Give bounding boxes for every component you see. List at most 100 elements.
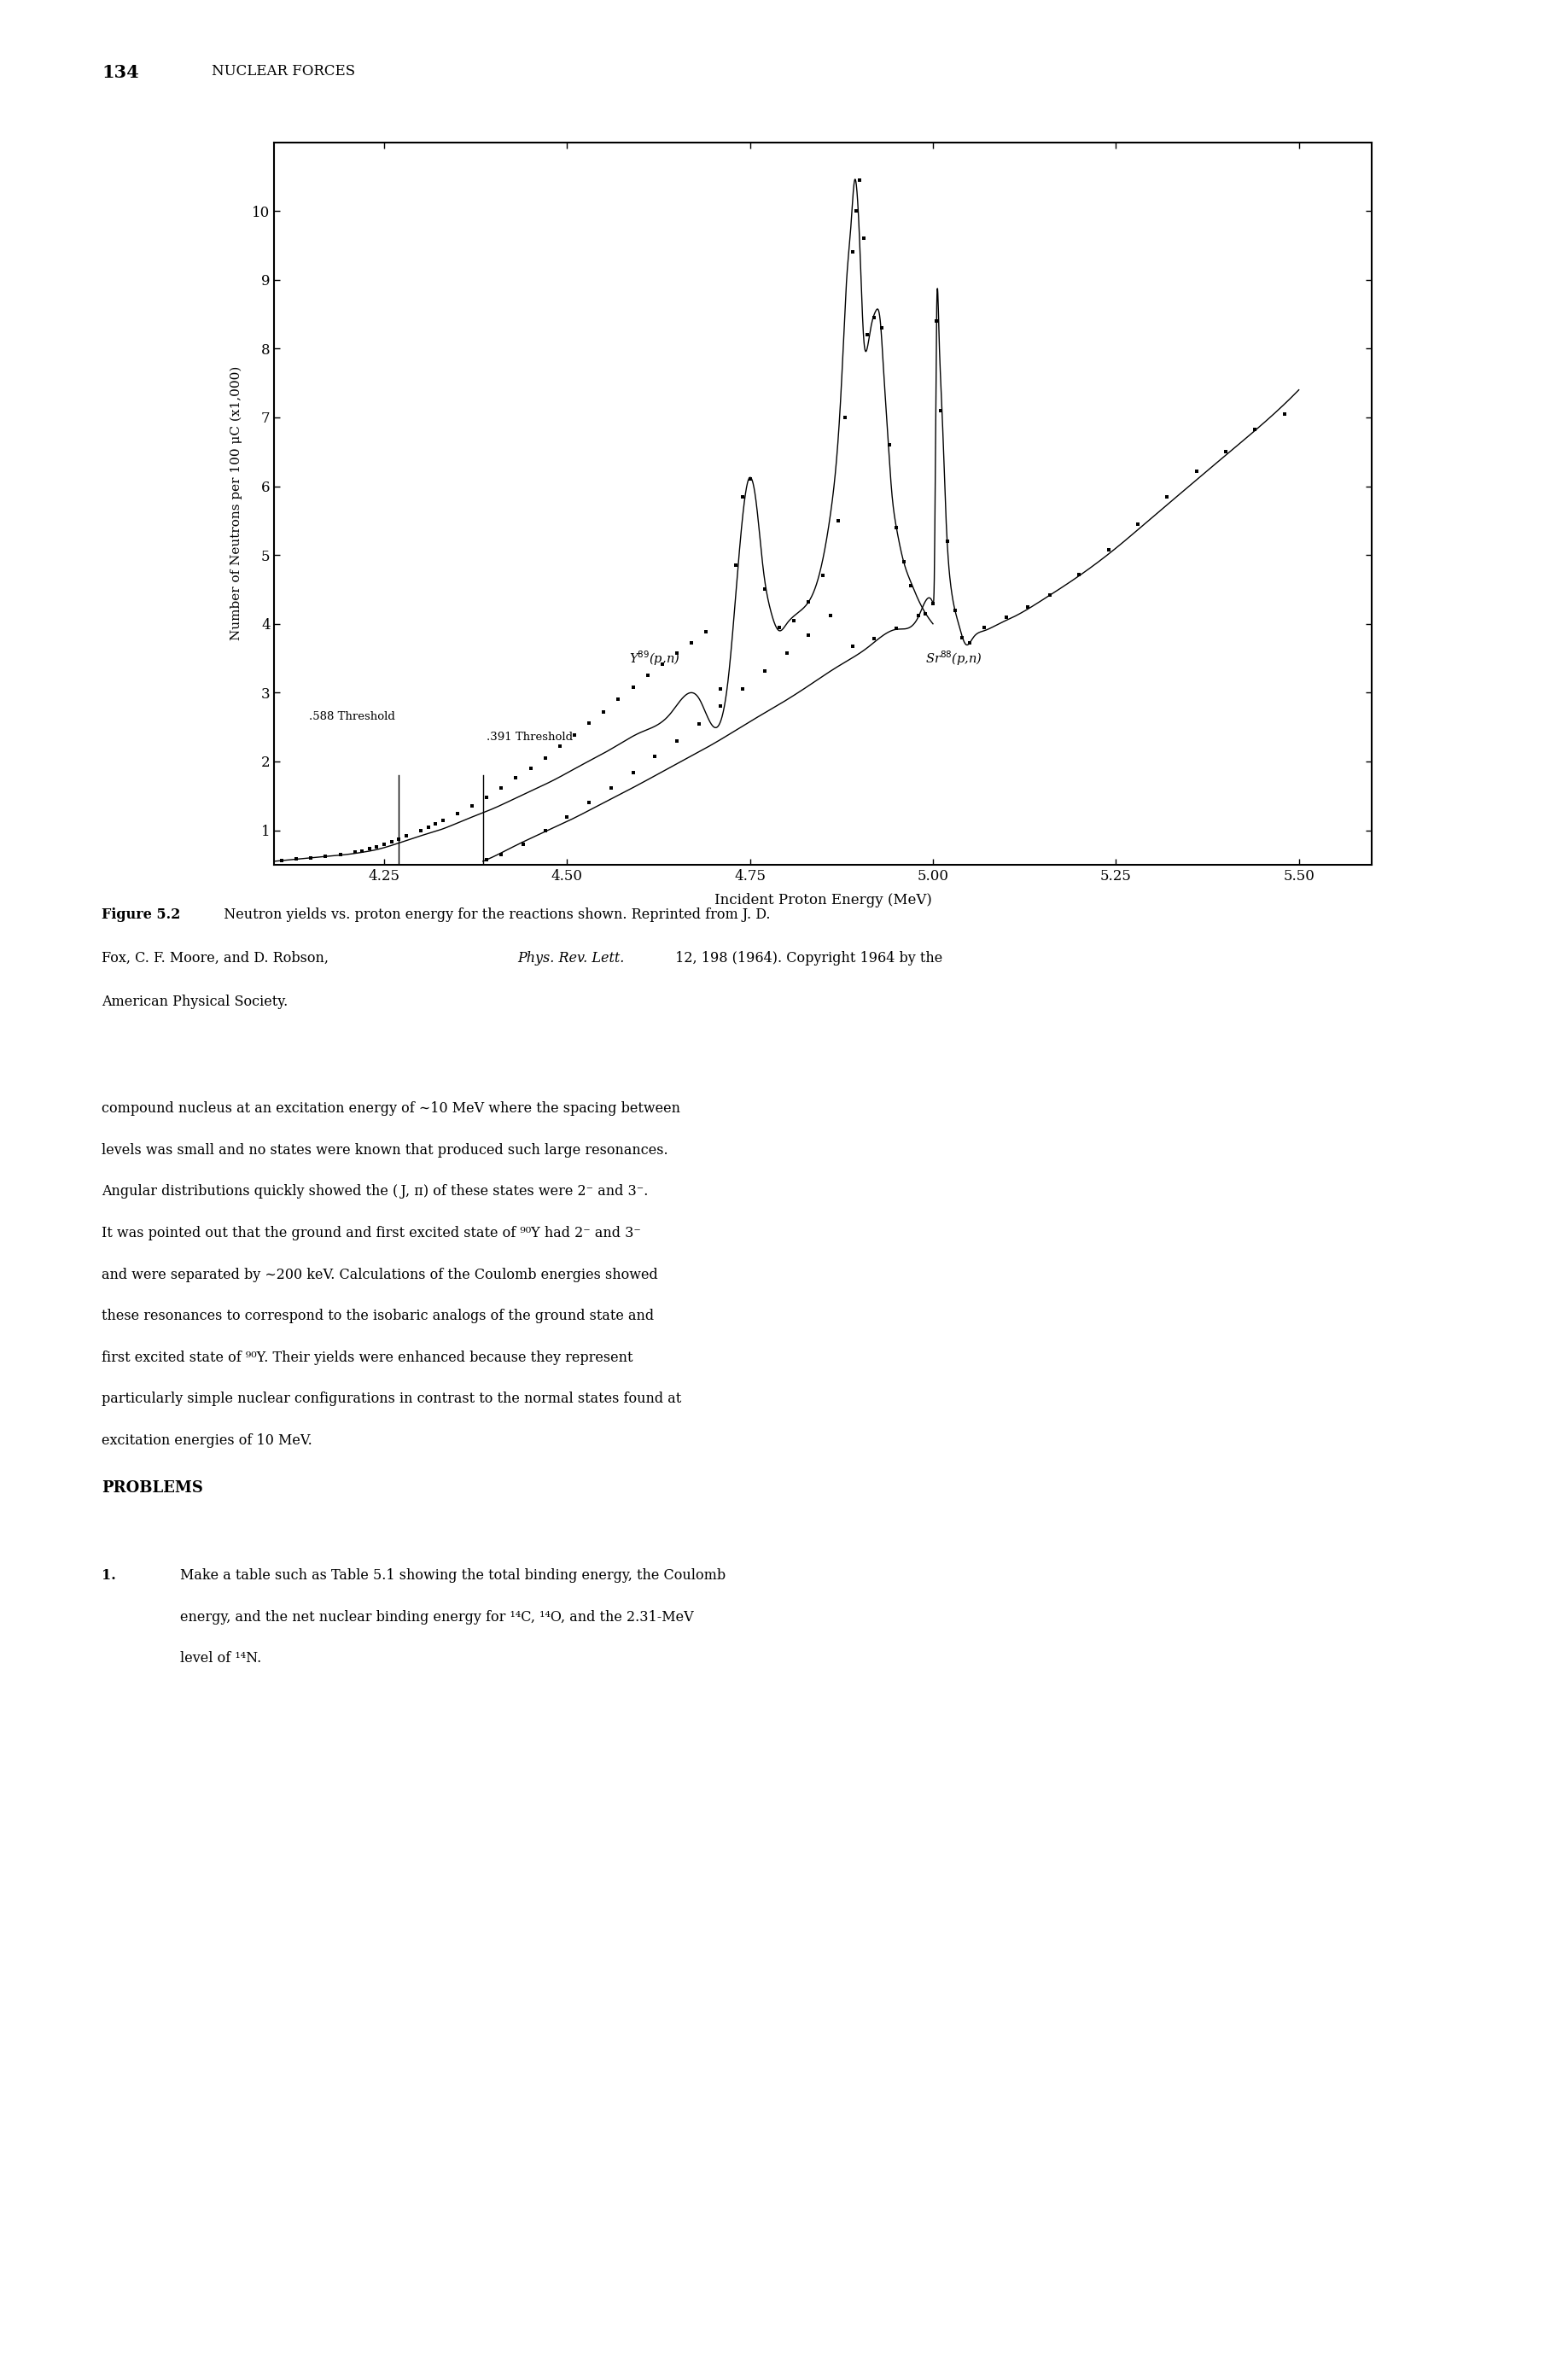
Text: level of ¹⁴N.: level of ¹⁴N. (180, 1651, 262, 1665)
Text: Figure 5.2: Figure 5.2 (102, 907, 180, 922)
Point (731, 670, 756, 708)
Point (489, 836, 514, 874)
Text: and were separated by ∼200 keV. Calculations of the Coulomb energies showed: and were separated by ∼200 keV. Calculat… (102, 1267, 659, 1282)
Text: these resonances to correspond to the isobaric analogs of the ground state and: these resonances to correspond to the is… (102, 1308, 654, 1324)
Point (561, 715, 586, 753)
X-axis label: Incident Proton Energy (MeV): Incident Proton Energy (MeV) (715, 893, 931, 907)
Point (862, 298, 887, 336)
Text: It was pointed out that the ground and first excited state of ⁹⁰Y had 2⁻ and 3⁻: It was pointed out that the ground and f… (102, 1227, 641, 1241)
Point (687, 706, 712, 744)
Point (605, 680, 630, 718)
Text: 1.: 1. (102, 1568, 116, 1582)
Point (775, 635, 800, 673)
Point (314, 839, 339, 877)
Point (840, 232, 866, 270)
Text: PROBLEMS: PROBLEMS (102, 1481, 204, 1495)
Point (1272, 396, 1297, 434)
Text: NUCLEAR FORCES: NUCLEAR FORCES (212, 64, 356, 78)
Point (906, 597, 931, 635)
Point (723, 547, 748, 585)
Point (851, 220, 877, 258)
Point (577, 784, 602, 822)
Point (517, 749, 543, 787)
Text: 134: 134 (102, 64, 140, 81)
Text: 12, 198 (1964). Copyright 1964 by the: 12, 198 (1964). Copyright 1964 by the (671, 950, 942, 967)
Point (1242, 410, 1267, 448)
Point (928, 391, 953, 429)
Point (511, 824, 536, 862)
Point (1214, 434, 1239, 471)
Text: energy, and the net nuclear binding energy for ¹⁴C, ¹⁴O, and the 2.31-MeV: energy, and the net nuclear binding ener… (180, 1611, 695, 1625)
Point (621, 668, 646, 706)
Point (920, 585, 946, 623)
Point (386, 820, 411, 858)
Point (847, 161, 872, 199)
Point (1016, 588, 1041, 625)
Point (547, 727, 572, 765)
Point (950, 618, 975, 656)
Point (379, 822, 405, 860)
Point (737, 460, 762, 497)
Point (884, 509, 909, 547)
Text: .391 Threshold: .391 Threshold (486, 732, 572, 744)
Text: Make a table such as Table 5.1 showing the total binding energy, the Coulomb: Make a table such as Table 5.1 showing t… (180, 1568, 726, 1582)
Point (862, 621, 887, 659)
Point (284, 841, 309, 879)
Text: Fox, C. F. Moore, and D. Robson,: Fox, C. F. Moore, and D. Robson, (102, 950, 334, 967)
Point (972, 609, 997, 647)
Point (445, 796, 470, 834)
Point (1066, 554, 1091, 592)
Point (891, 543, 916, 580)
Point (753, 571, 778, 609)
Point (328, 836, 353, 874)
Point (898, 566, 924, 604)
Point (649, 644, 674, 682)
Text: Angular distributions quickly showed the ( J, π) of these states were 2⁻ and 3⁻.: Angular distributions quickly showed the… (102, 1184, 649, 1199)
Point (1126, 505, 1151, 543)
Point (913, 595, 938, 633)
Point (298, 839, 323, 877)
Point (394, 817, 419, 855)
Point (840, 628, 866, 666)
Text: Phys. Rev. Lett.: Phys. Rev. Lett. (517, 950, 624, 967)
Point (408, 810, 433, 848)
Point (474, 841, 499, 879)
Point (709, 687, 734, 725)
Point (753, 651, 778, 689)
Point (665, 635, 690, 673)
Point (635, 656, 660, 694)
Point (555, 798, 580, 836)
Point (994, 597, 1019, 635)
Point (844, 192, 869, 230)
Point (599, 768, 624, 805)
Point (577, 704, 602, 741)
Point (358, 829, 383, 867)
Point (935, 521, 960, 559)
Point (342, 834, 367, 872)
Text: levels was small and no states were known that produced such large resonances.: levels was small and no states were know… (102, 1142, 668, 1158)
Point (270, 841, 295, 879)
Point (924, 303, 949, 341)
Point (679, 623, 704, 661)
Point (1096, 531, 1121, 569)
Point (643, 737, 668, 775)
Point (855, 315, 880, 353)
Point (350, 832, 375, 869)
Point (818, 597, 844, 635)
Y-axis label: Number of Neutrons per 100 μC (x1,000): Number of Neutrons per 100 μC (x1,000) (230, 367, 243, 640)
Point (781, 602, 806, 640)
Text: Y$^{89}$(p,n): Y$^{89}$(p,n) (629, 649, 681, 668)
Point (693, 614, 718, 651)
Point (797, 616, 822, 654)
Point (956, 623, 982, 661)
Point (430, 801, 455, 839)
Point (372, 824, 397, 862)
Text: Sr$^{88}$(p,n): Sr$^{88}$(p,n) (925, 649, 983, 668)
Point (665, 723, 690, 760)
Point (533, 739, 558, 777)
Point (825, 502, 850, 540)
Point (423, 805, 448, 843)
Point (1154, 479, 1179, 516)
Text: first excited state of ⁹⁰Y. Their yields were enhanced because they represent: first excited state of ⁹⁰Y. Their yields… (102, 1350, 633, 1365)
Text: excitation energies of 10 MeV.: excitation energies of 10 MeV. (102, 1433, 312, 1447)
